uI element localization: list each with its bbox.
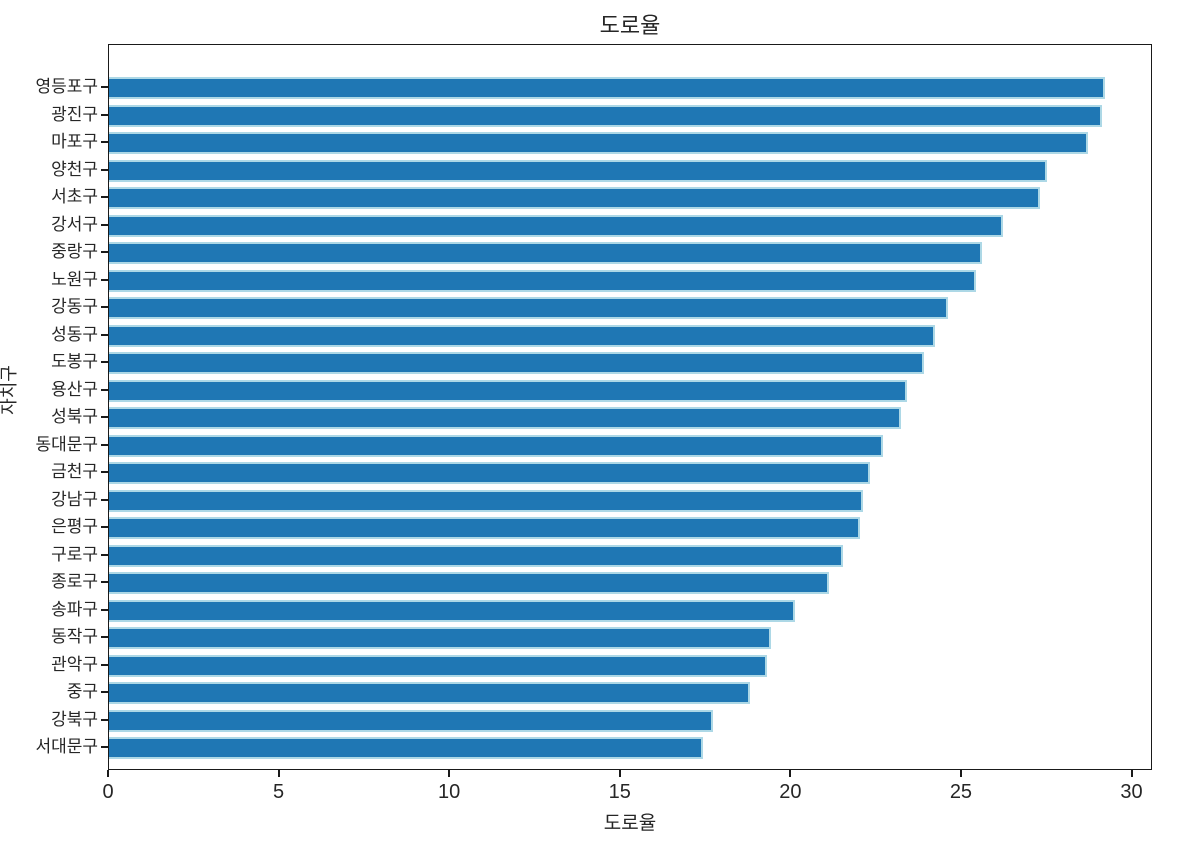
plot-area <box>108 44 1152 770</box>
x-tick-mark <box>1130 770 1133 777</box>
y-tick-label: 노원구 <box>51 269 98 289</box>
y-tick-label: 마포구 <box>51 132 98 151</box>
y-tick-label: 성북구 <box>51 407 98 426</box>
bar-종로구 <box>109 572 829 594</box>
bar-강남구 <box>109 489 863 512</box>
y-tick-label: 강북구 <box>51 709 98 729</box>
x-tick-label: 5 <box>273 781 285 803</box>
x-tick-label: 20 <box>779 781 802 803</box>
chart-title: 도로율 <box>599 13 661 38</box>
y-tick-label: 은평구 <box>51 517 98 536</box>
y-tick-label: 중구 <box>66 682 98 701</box>
y-tick-label: 동대문구 <box>35 434 98 454</box>
x-tick-mark <box>107 770 109 777</box>
x-tick-mark <box>789 770 792 777</box>
y-tick-mark <box>101 691 108 693</box>
x-tick-mark <box>618 770 621 777</box>
bar-마포구 <box>109 132 1089 154</box>
bar-은평구 <box>109 517 860 539</box>
y-tick-mark <box>101 718 108 721</box>
x-tick-mark <box>448 770 451 777</box>
y-tick-label: 서대문구 <box>35 737 98 756</box>
x-tick-label: 30 <box>1120 781 1143 803</box>
bar-송파구 <box>109 599 795 622</box>
y-tick-mark <box>101 553 108 556</box>
bar-중랑구 <box>109 242 983 264</box>
x-tick-mark <box>959 770 962 777</box>
y-tick-mark <box>101 581 108 583</box>
bar-광진구 <box>109 104 1102 127</box>
y-tick-label: 강남구 <box>51 489 98 509</box>
y-tick-label: 송파구 <box>51 599 98 619</box>
y-tick-mark <box>101 361 108 363</box>
x-tick-mark <box>277 770 280 777</box>
bar-성동구 <box>109 324 935 347</box>
bar-용산구 <box>109 379 908 402</box>
y-tick-label: 용산구 <box>51 379 98 399</box>
y-tick-label: 광진구 <box>51 104 98 124</box>
bar-강북구 <box>109 709 713 732</box>
bar-서대문구 <box>109 737 703 759</box>
y-tick-label: 영등포구 <box>35 77 98 96</box>
y-tick-mark <box>101 278 108 281</box>
bar-양천구 <box>109 159 1048 182</box>
y-tick-mark <box>101 333 108 336</box>
bar-노원구 <box>109 269 976 292</box>
bar-서초구 <box>109 187 1041 209</box>
y-tick-mark <box>101 223 108 226</box>
y-tick-label: 서초구 <box>51 187 98 206</box>
y-tick-mark <box>101 443 108 446</box>
y-tick-mark <box>101 168 108 171</box>
y-tick-mark <box>101 416 108 418</box>
y-tick-mark <box>101 636 108 638</box>
y-tick-mark <box>101 388 108 391</box>
y-tick-label: 종로구 <box>51 572 98 591</box>
y-tick-mark <box>101 471 108 473</box>
bar-강서구 <box>109 214 1003 237</box>
bar-금천구 <box>109 462 870 484</box>
y-tick-mark <box>101 498 108 501</box>
y-tick-mark <box>101 196 108 198</box>
y-tick-mark <box>101 608 108 611</box>
y-tick-mark <box>101 663 108 666</box>
y-tick-label: 중랑구 <box>51 242 98 261</box>
bar-관악구 <box>109 654 768 677</box>
y-tick-mark <box>101 526 108 528</box>
y-tick-label: 강동구 <box>51 297 98 316</box>
bar-구로구 <box>109 544 843 567</box>
bar-동대문구 <box>109 434 884 457</box>
y-tick-mark <box>101 86 108 88</box>
y-tick-label: 금천구 <box>51 462 98 481</box>
x-tick-label: 15 <box>608 781 631 803</box>
y-tick-mark <box>101 306 108 308</box>
y-tick-label: 도봉구 <box>51 352 98 371</box>
bar-성북구 <box>109 407 901 429</box>
y-tick-label: 동작구 <box>51 627 98 646</box>
bar-동작구 <box>109 627 771 649</box>
y-tick-mark <box>101 141 108 143</box>
y-tick-label: 강서구 <box>51 214 98 234</box>
y-tick-label: 양천구 <box>51 159 98 179</box>
bar-도봉구 <box>109 352 925 374</box>
y-tick-mark <box>101 746 108 748</box>
x-tick-label: 0 <box>102 781 114 803</box>
y-tick-label: 관악구 <box>51 654 98 674</box>
bar-영등포구 <box>109 77 1106 99</box>
bar-강동구 <box>109 297 949 319</box>
x-tick-label: 10 <box>438 781 461 803</box>
y-tick-mark <box>101 113 108 116</box>
x-tick-label: 25 <box>949 781 973 803</box>
x-axis-label: 도로율 <box>603 813 657 834</box>
y-tick-label: 구로구 <box>51 544 98 564</box>
bar-중구 <box>109 682 751 704</box>
y-tick-mark <box>101 251 108 253</box>
y-tick-label: 성동구 <box>51 324 98 344</box>
